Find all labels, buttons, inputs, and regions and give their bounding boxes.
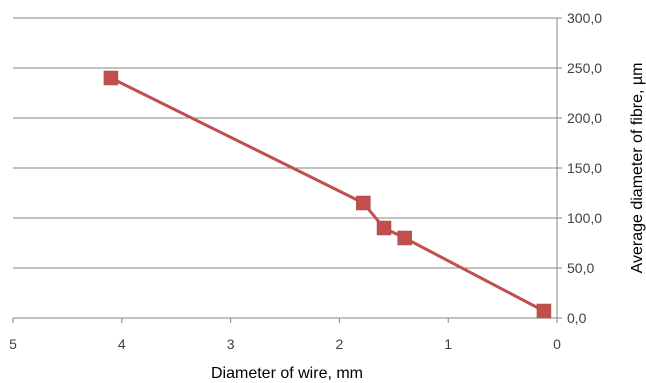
x-tick-label: 4	[118, 336, 126, 352]
y-tick-label: 250,0	[567, 60, 602, 76]
x-tick-label: 0	[553, 336, 561, 352]
x-axis-title: Diameter of wire, mm	[211, 365, 363, 382]
data-point-marker	[103, 70, 119, 86]
gridlines	[13, 17, 557, 269]
series-line	[110, 76, 545, 313]
x-tick-label: 5	[9, 336, 17, 352]
data-point-marker	[397, 230, 412, 246]
x-axis-ticks: 5 4 3 2 1 0	[9, 318, 561, 352]
x-tick-label: 3	[227, 336, 235, 352]
y-tick-label: 50,0	[567, 260, 594, 276]
y-tick-label: 200,0	[567, 110, 602, 126]
x-tick-label: 2	[336, 336, 344, 352]
y-tick-label: 0,0	[567, 310, 587, 326]
data-point-marker	[376, 220, 392, 236]
y-tick-label: 150,0	[567, 160, 602, 176]
y-axis-title: Average diameter of fibre, µm	[629, 63, 646, 274]
data-point-marker	[536, 303, 552, 319]
y-axis-ticks: 0,0 50,0 100,0 150,0 200,0 250,0 300,0	[557, 10, 602, 326]
series-layer	[103, 70, 552, 319]
x-tick-label: 1	[444, 336, 452, 352]
y-tick-label: 100,0	[567, 210, 602, 226]
data-point-marker	[356, 195, 371, 211]
y-tick-label: 300,0	[567, 10, 602, 26]
